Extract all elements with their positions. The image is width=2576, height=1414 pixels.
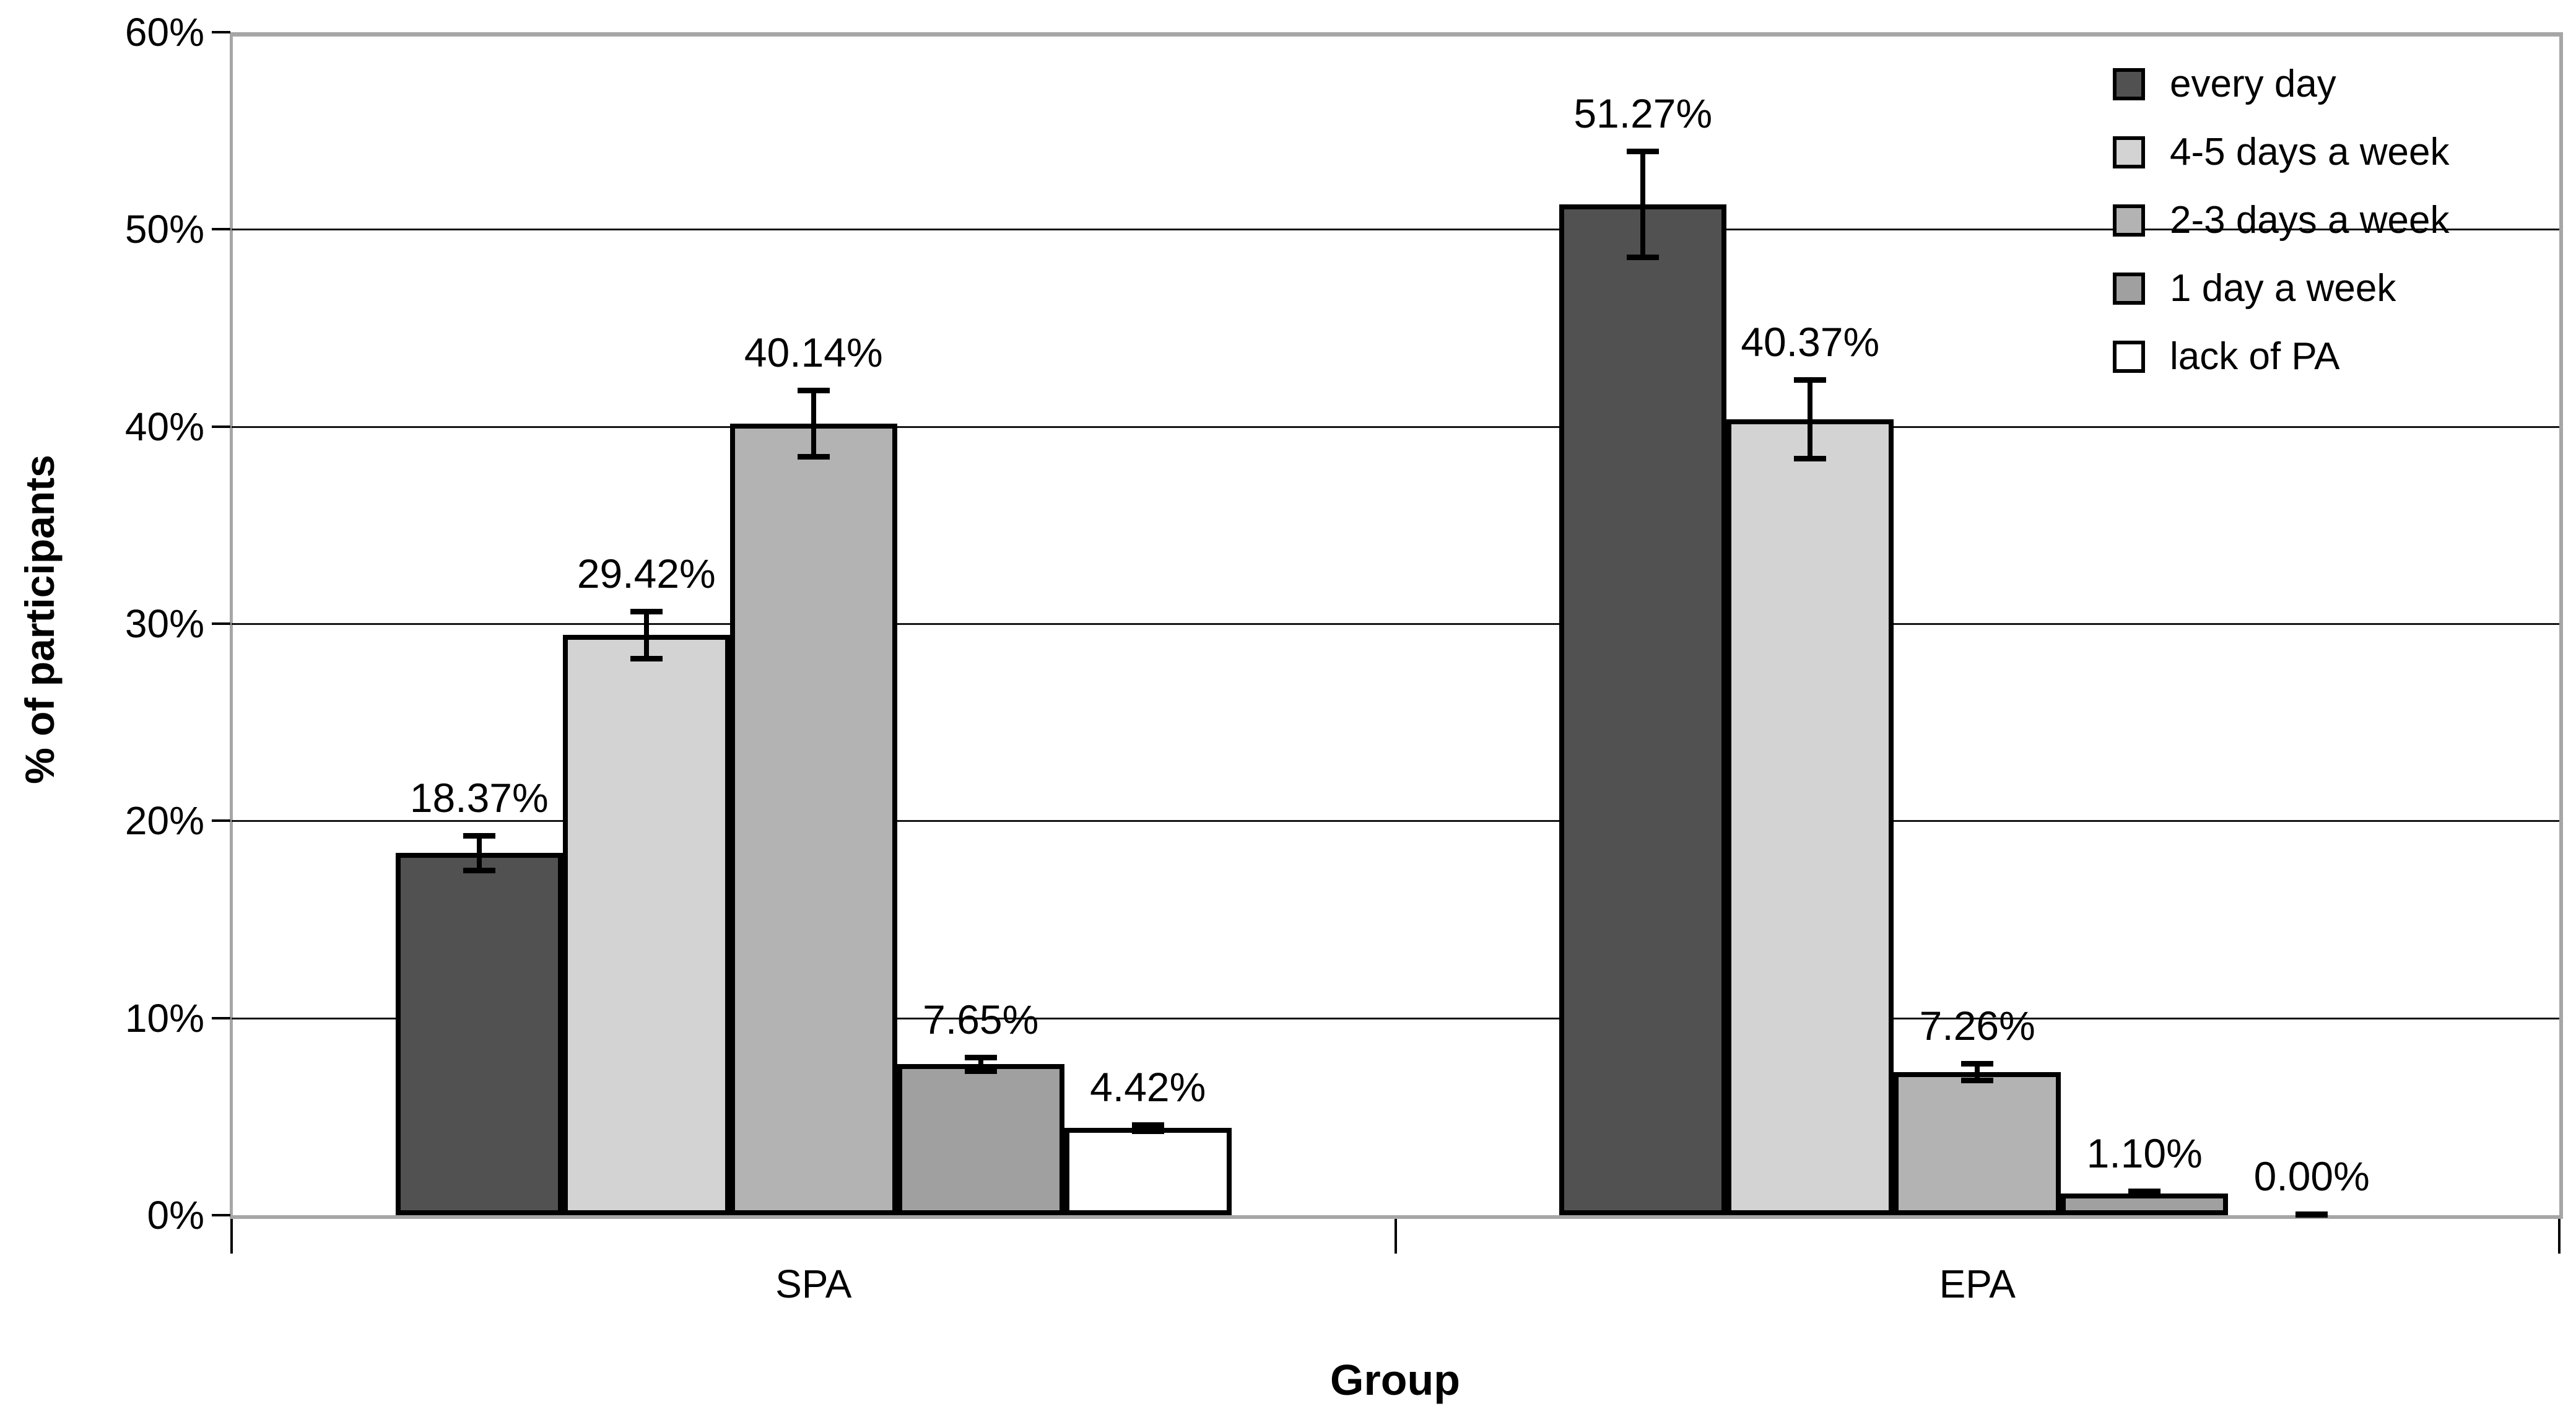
category-label-spa: SPA (775, 1262, 852, 1306)
data-label-4-5-days-a-week-spa: 29.42% (577, 551, 716, 597)
bar-every-day-spa (395, 853, 563, 1215)
legend-label-4-5-days-a-week: 4-5 days a week (2170, 131, 2450, 173)
y-axis-title: % of participants (17, 455, 63, 784)
y-tick-label: 20% (124, 798, 204, 844)
data-label-lack-of-pa-spa: 4.42% (1090, 1063, 1206, 1110)
x-tick-mark-2 (2558, 1219, 2561, 1254)
y-tick-mark (212, 228, 230, 231)
error-cap-top-2-3-days-a-week-epa (1961, 1060, 1994, 1067)
data-label-2-3-days-a-week-epa: 7.26% (1919, 1002, 2035, 1049)
legend-label-2-3-days-a-week: 2-3 days a week (2170, 199, 2450, 242)
y-tick-mark (212, 31, 230, 33)
error-cap-bottom-every-day-spa (463, 867, 495, 873)
gridline-40% (232, 426, 2559, 428)
bar-4-5-days-a-week-spa (562, 635, 730, 1215)
error-cap-bottom-4-5-days-a-week-epa (1794, 455, 1827, 461)
error-cap-bottom-1-day-a-week-epa (2128, 1192, 2161, 1198)
error-bar-every-day-epa (1640, 151, 1646, 258)
plot-border-right (2559, 32, 2563, 1219)
error-bar-every-day-spa (476, 835, 482, 871)
y-axis-line (230, 32, 233, 1219)
plot-border-top (232, 32, 2563, 37)
error-bar-4-5-days-a-week-spa (643, 611, 649, 659)
error-cap-top-lack-of-pa-spa (1131, 1122, 1164, 1128)
y-tick-mark (212, 425, 230, 428)
bar-every-day-epa (1559, 204, 1727, 1215)
data-label-2-3-days-a-week-spa: 40.14% (744, 329, 883, 376)
error-cap-bottom-lack-of-pa-spa (1131, 1128, 1164, 1135)
bar-2-3-days-a-week-epa (1894, 1071, 2061, 1215)
error-cap-top-every-day-spa (463, 832, 495, 839)
data-label-1-day-a-week-epa: 1.10% (2086, 1130, 2203, 1177)
error-cap-top-2-3-days-a-week-spa (797, 388, 830, 394)
x-axis-line (230, 1215, 2563, 1219)
y-tick-label: 0% (147, 1193, 205, 1237)
y-tick-mark (212, 622, 230, 625)
error-bar-lack-of-pa-spa (1145, 1124, 1151, 1132)
y-tick-label: 40% (124, 404, 204, 449)
data-label-4-5-days-a-week-epa: 40.37% (1741, 319, 1880, 365)
legend-label-every-day: every day (2170, 63, 2336, 105)
y-tick-label: 50% (124, 207, 204, 252)
error-cap-bottom-1-day-a-week-spa (964, 1068, 997, 1074)
legend-item-lack-of-pa: lack of PA (2113, 335, 2340, 378)
error-cap-bottom-4-5-days-a-week-spa (630, 655, 663, 661)
legend-label-1-day-a-week: 1 day a week (2170, 267, 2396, 310)
legend-item-4-5-days-a-week: 4-5 days a week (2113, 131, 2450, 173)
bar-4-5-days-a-week-epa (1726, 419, 1894, 1215)
legend-swatch-2-3-days-a-week (2113, 204, 2145, 237)
y-tick-label: 30% (124, 601, 204, 646)
data-label-every-day-spa: 18.37% (409, 774, 549, 821)
error-cap-top-4-5-days-a-week-spa (630, 609, 663, 615)
error-cap-top-1-day-a-week-epa (2128, 1189, 2161, 1195)
data-label-lack-of-pa-epa: 0.00% (2253, 1153, 2370, 1200)
error-bar-4-5-days-a-week-epa (1808, 380, 1813, 459)
legend-swatch-1-day-a-week (2113, 273, 2145, 305)
error-bar-2-3-days-a-week-spa (811, 390, 816, 458)
legend-swatch-lack-of-pa (2113, 341, 2145, 373)
error-cap-bottom-2-3-days-a-week-spa (797, 454, 830, 460)
data-label-every-day-epa: 51.27% (1573, 90, 1713, 136)
y-tick-mark (212, 819, 230, 823)
error-cap-top-1-day-a-week-spa (964, 1055, 997, 1061)
y-tick-mark (212, 1016, 230, 1019)
data-label-1-day-a-week-spa: 7.65% (923, 997, 1039, 1043)
legend-label-lack-of-pa: lack of PA (2170, 335, 2340, 378)
gridline-50% (232, 229, 2559, 231)
gridline-30% (232, 623, 2559, 625)
error-cap-bottom-2-3-days-a-week-epa (1961, 1078, 1994, 1084)
error-bar-2-3-days-a-week-epa (1975, 1063, 1980, 1081)
y-tick-label: 60% (124, 10, 204, 55)
error-cap-top-4-5-days-a-week-epa (1794, 377, 1827, 383)
category-label-epa: EPA (1939, 1262, 2016, 1306)
legend-item-every-day: every day (2113, 63, 2336, 105)
bar-2-3-days-a-week-spa (729, 424, 897, 1215)
error-cap-bottom-every-day-epa (1627, 254, 1660, 260)
x-tick-mark-0 (230, 1219, 233, 1254)
y-tick-label: 10% (124, 995, 204, 1041)
x-axis-title: Group (1330, 1356, 1460, 1404)
bar-lack-of-pa-spa (1064, 1128, 1232, 1215)
y-tick-mark (212, 1214, 230, 1216)
legend-swatch-every-day (2113, 68, 2145, 100)
legend-swatch-4-5-days-a-week (2113, 136, 2145, 168)
gridline-20% (232, 820, 2559, 823)
legend-item-2-3-days-a-week: 2-3 days a week (2113, 199, 2450, 242)
error-cap-top-every-day-epa (1627, 148, 1660, 154)
bar-1-day-a-week-spa (897, 1064, 1064, 1215)
error-bar-1-day-a-week-spa (978, 1057, 983, 1071)
legend-item-1-day-a-week: 1 day a week (2113, 267, 2396, 310)
plot-area: 18.37% 29.42% 40.14% 7.65% 4.42% 51.27% 40.37%… (232, 32, 2559, 1218)
gridline-10% (232, 1017, 2559, 1019)
x-tick-mark-1 (1394, 1219, 1397, 1254)
error-cap-bottom-lack-of-pa-epa (2295, 1212, 2328, 1218)
